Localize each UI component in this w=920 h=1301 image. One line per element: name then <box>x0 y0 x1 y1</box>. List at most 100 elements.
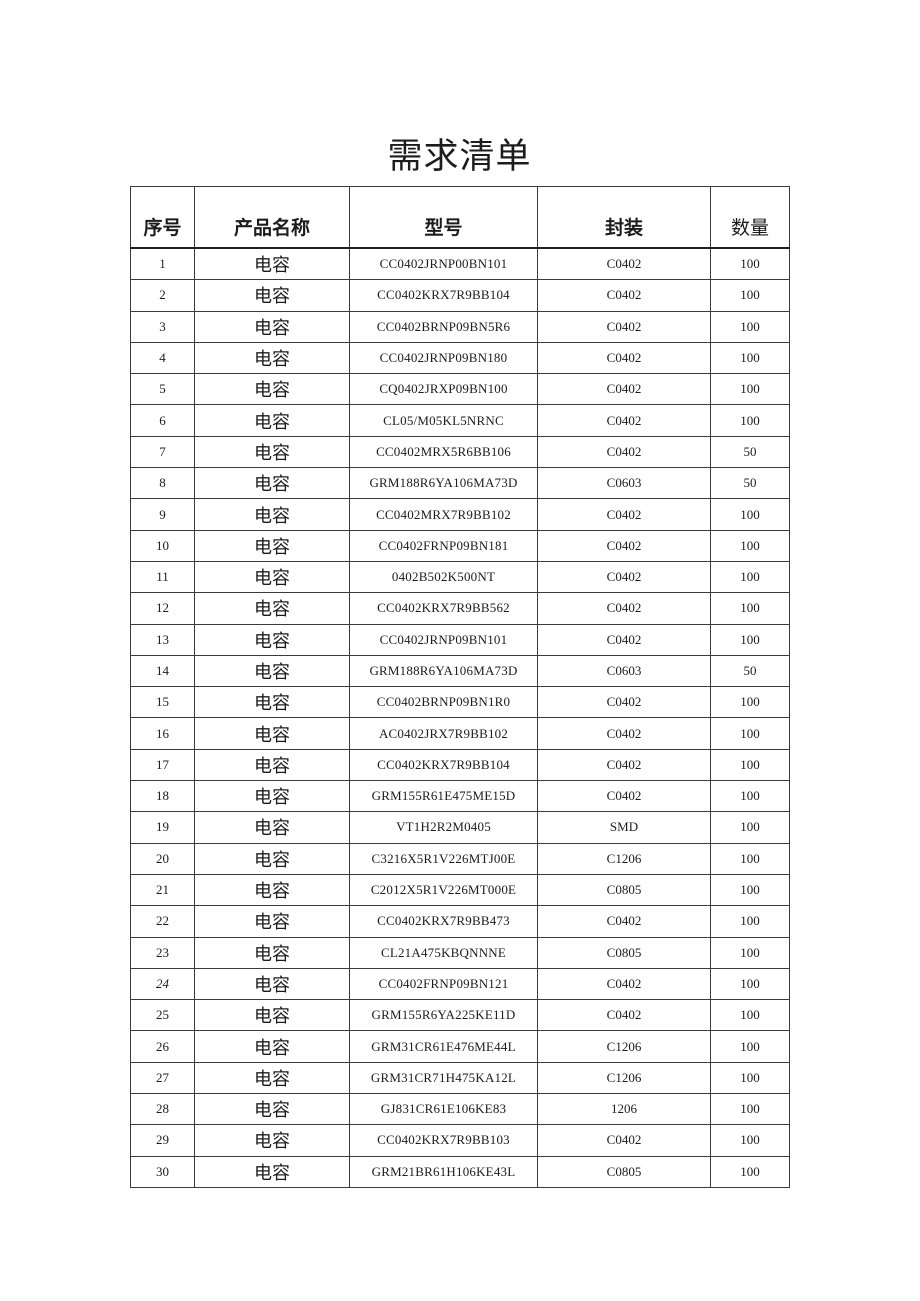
table-row: 17 电容 CC0402KRX7R9BB104 C0402 100 <box>130 748 790 782</box>
qty-cell: 100 <box>710 1155 790 1188</box>
serial-cell: 6 <box>130 404 195 437</box>
package-cell: C1206 <box>537 1061 711 1095</box>
qty-cell: 100 <box>710 310 790 343</box>
qty-cell: 100 <box>710 529 790 562</box>
package-cell: C0402 <box>537 717 711 750</box>
serial-cell: 30 <box>130 1155 195 1188</box>
model-cell: GJ831CR61E106KE83 <box>349 1093 538 1126</box>
package-cell: SMD <box>537 811 711 844</box>
serial-cell: 25 <box>130 999 195 1032</box>
serial-cell: 18 <box>130 780 195 813</box>
package-cell: C0402 <box>537 529 711 562</box>
model-cell: CC0402KRX7R9BB473 <box>349 905 538 938</box>
serial-cell: 2 <box>130 279 195 312</box>
package-cell: C0402 <box>537 780 711 813</box>
requirements-table: 序号 产品名称 型号 封装 数量 1 电容 CC0402JRNP00BN101 C0402 10… <box>130 186 790 1188</box>
model-cell: AC0402JRX7R9BB102 <box>349 717 538 750</box>
column-header-model: 型号 <box>349 186 538 249</box>
package-cell: C0805 <box>537 873 711 907</box>
serial-cell: 4 <box>130 341 195 375</box>
model-cell: CC0402BRNP09BN5R6 <box>349 310 538 343</box>
table-header-row: 序号 产品名称 型号 封装 数量 <box>130 186 790 249</box>
qty-cell: 100 <box>710 717 790 750</box>
table-row: 29 电容 CC0402KRX7R9BB103 C0402 100 <box>130 1124 790 1157</box>
qty-cell: 100 <box>710 1030 790 1063</box>
model-cell: VT1H2R2M0405 <box>349 811 538 844</box>
name-cell: 电容 <box>194 905 350 938</box>
table-row: 27 电容 GRM31CR71H475KA12L C1206 100 <box>130 1061 790 1095</box>
model-cell: CC0402JRNP09BN101 <box>349 623 538 656</box>
model-cell: GRM188R6YA106MA73D <box>349 467 538 500</box>
model-cell: GRM188R6YA106MA73D <box>349 654 538 688</box>
model-cell: CC0402MRX7R9BB102 <box>349 498 538 531</box>
qty-cell: 100 <box>710 905 790 938</box>
table-row: 25 电容 GRM155R6YA225KE11D C0402 100 <box>130 999 790 1032</box>
name-cell: 电容 <box>194 529 350 562</box>
qty-cell: 100 <box>710 811 790 844</box>
name-cell: 电容 <box>194 1093 350 1126</box>
name-cell: 电容 <box>194 247 350 281</box>
name-cell: 电容 <box>194 967 350 1001</box>
table-row: 11 电容 0402B502K500NT C0402 100 <box>130 560 790 594</box>
table-row: 10 电容 CC0402FRNP09BN181 C0402 100 <box>130 529 790 562</box>
page-title: 需求清单 <box>387 137 532 176</box>
table-row: 21 电容 C2012X5R1V226MT000E C0805 100 <box>130 873 790 907</box>
name-cell: 电容 <box>194 686 350 719</box>
qty-cell: 100 <box>710 247 790 281</box>
model-cell: CC0402BRNP09BN1R0 <box>349 686 538 719</box>
qty-cell: 100 <box>710 623 790 656</box>
model-cell: C3216X5R1V226MTJ00E <box>349 842 538 875</box>
package-cell: C0402 <box>537 592 711 625</box>
serial-cell: 13 <box>130 623 195 656</box>
serial-cell: 26 <box>130 1030 195 1063</box>
qty-cell: 100 <box>710 873 790 907</box>
serial-cell: 21 <box>130 873 195 907</box>
table-row: 26 电容 GRM31CR61E476ME44L C1206 100 <box>130 1030 790 1063</box>
name-cell: 电容 <box>194 999 350 1032</box>
qty-cell: 100 <box>710 686 790 719</box>
table-row: 7 电容 CC0402MRX5R6BB106 C0402 50 <box>130 435 790 469</box>
serial-cell: 5 <box>130 373 195 406</box>
name-cell: 电容 <box>194 373 350 406</box>
table-row: 24 电容 CC0402FRNP09BN121 C0402 100 <box>130 967 790 1001</box>
package-cell: C0402 <box>537 967 711 1001</box>
serial-cell: 14 <box>130 654 195 688</box>
table-row: 3 电容 CC0402BRNP09BN5R6 C0402 100 <box>130 310 790 343</box>
name-cell: 电容 <box>194 717 350 750</box>
qty-cell: 100 <box>710 592 790 625</box>
model-cell: CC0402KRX7R9BB103 <box>349 1124 538 1157</box>
model-cell: CC0402KRX7R9BB104 <box>349 279 538 312</box>
package-cell: C0402 <box>537 247 711 281</box>
table-row: 23 电容 CL21A475KBQNNNE C0805 100 <box>130 936 790 969</box>
table-row: 4 电容 CC0402JRNP09BN180 C0402 100 <box>130 341 790 375</box>
serial-cell: 28 <box>130 1093 195 1126</box>
package-cell: C0603 <box>537 467 711 500</box>
qty-cell: 100 <box>710 373 790 406</box>
table-row: 16 电容 AC0402JRX7R9BB102 C0402 100 <box>130 717 790 750</box>
model-cell: CC0402FRNP09BN121 <box>349 967 538 1001</box>
table-row: 22 电容 CC0402KRX7R9BB473 C0402 100 <box>130 905 790 938</box>
name-cell: 电容 <box>194 623 350 656</box>
serial-cell: 16 <box>130 717 195 750</box>
serial-cell: 19 <box>130 811 195 844</box>
qty-cell: 100 <box>710 1093 790 1126</box>
package-cell: C0402 <box>537 341 711 375</box>
name-cell: 电容 <box>194 748 350 782</box>
model-cell: C2012X5R1V226MT000E <box>349 873 538 907</box>
name-cell: 电容 <box>194 936 350 969</box>
model-cell: GRM21BR61H106KE43L <box>349 1155 538 1188</box>
package-cell: C0402 <box>537 310 711 343</box>
model-cell: 0402B502K500NT <box>349 560 538 594</box>
name-cell: 电容 <box>194 279 350 312</box>
serial-cell: 27 <box>130 1061 195 1095</box>
serial-cell: 11 <box>130 560 195 594</box>
model-cell: CL21A475KBQNNNE <box>349 936 538 969</box>
package-cell: C0402 <box>537 435 711 469</box>
qty-cell: 100 <box>710 748 790 782</box>
package-cell: C0402 <box>537 498 711 531</box>
qty-cell: 100 <box>710 498 790 531</box>
table-row: 5 电容 CQ0402JRXP09BN100 C0402 100 <box>130 373 790 406</box>
package-cell: 1206 <box>537 1093 711 1126</box>
serial-cell: 15 <box>130 686 195 719</box>
